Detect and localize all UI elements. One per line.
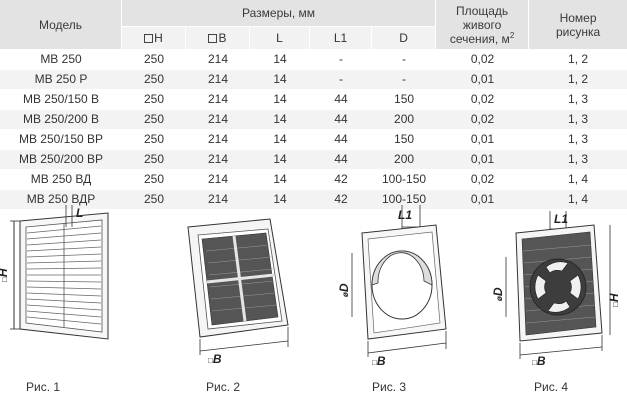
figure-3-caption: Рис. 3 (372, 380, 407, 394)
table-row: МВ 250 Р 250 214 14- -0,01 1, 2 (0, 70, 627, 90)
table-row: МВ 250/150 В 250 214 14 44 150 0,02 1, 3 (0, 90, 627, 110)
spec-table: Модель Размеры, мм Площадь живого сечения,… (0, 0, 627, 210)
svg-text:□B: □B (532, 354, 546, 368)
svg-text:□B: □B (208, 352, 222, 366)
svg-text:□B: □B (372, 354, 386, 368)
header-col-l: L (250, 27, 310, 50)
svg-text:øD: øD (337, 283, 351, 297)
table-row: МВ 250/200 В 250 214 14 44 200 0,02 1, 3 (0, 110, 627, 130)
figure-2-mesh-grille: □B (187, 218, 289, 366)
svg-text:□H: □H (607, 293, 621, 307)
figure-3-grille-with-spigot: L1 øD □B (337, 205, 447, 368)
svg-text:L: L (76, 206, 83, 220)
header-col-d: D (372, 27, 437, 50)
figure-4-caption: Рис. 4 (534, 380, 569, 394)
header-col-h: H (122, 27, 186, 50)
header-model: Модель (0, 0, 122, 50)
svg-text:L1: L1 (554, 212, 568, 226)
table-row: МВ 250/150 ВР 250 214 14 44 150 0,01 1, 3 (0, 130, 627, 150)
table-row: МВ 250 ВД 250 214 14 42 100-150 0,02 1, 4 (0, 170, 627, 190)
figure-2-caption: Рис. 2 (206, 380, 241, 394)
figure-1-caption: Рис. 1 (26, 380, 61, 394)
square-icon (144, 34, 154, 43)
table-row: МВ 250/200 ВР 250 214 14 44 200 0,01 1, 3 (0, 150, 627, 170)
header-col-b: B (186, 27, 250, 50)
svg-text:□H: □H (0, 268, 10, 282)
header-figure-number: Номер рисунка (529, 0, 627, 50)
figure-1-louvre-grille: □H L (0, 205, 109, 340)
figure-4-grille-with-damper: L1 øD □H □B (491, 211, 621, 368)
table-row: МВ 250 ВДР 250 214 14 42 100-150 0,01 1, 4 (0, 190, 627, 210)
table-row: МВ 250 250 214 14- -0,02 1, 2 (0, 50, 627, 70)
header-area: Площадь живого сечения, м2 (436, 0, 530, 50)
header-dimensions: Размеры, мм (122, 0, 437, 27)
header-col-l1: L1 (310, 27, 372, 50)
svg-text:L1: L1 (398, 208, 412, 222)
square-icon (208, 34, 218, 43)
svg-text:øD: øD (491, 287, 505, 301)
